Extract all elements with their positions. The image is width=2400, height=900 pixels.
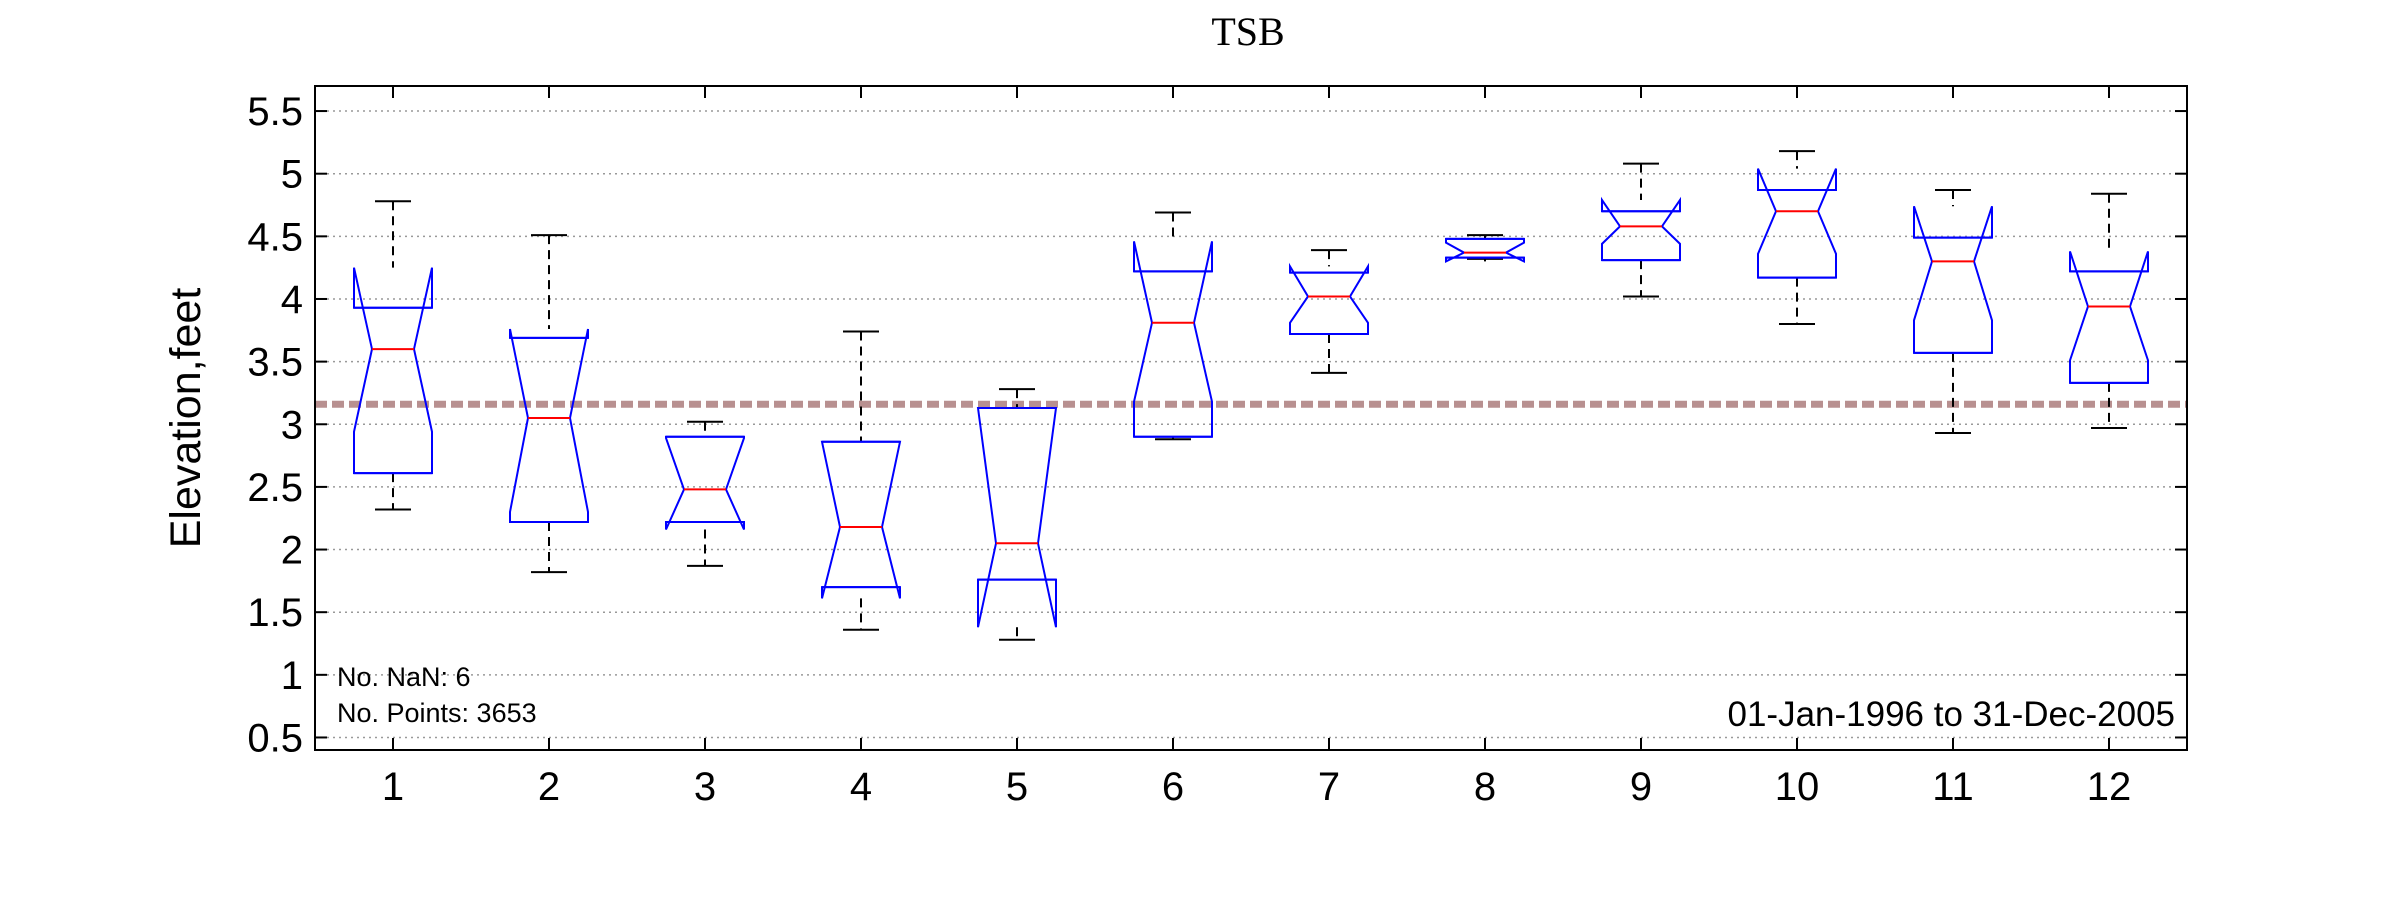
box-month-5: [976, 388, 1058, 641]
nan-count-annotation: No. NaN: 6: [337, 662, 471, 692]
date-range-annotation: 01-Jan-1996 to 31-Dec-2005: [1727, 695, 2175, 734]
y-tick-label: 5.5: [247, 90, 303, 134]
box-month-11: [1913, 188, 1993, 435]
grid-lines: [315, 110, 2187, 739]
notched-box: [1913, 205, 1993, 354]
x-tick-label: 1: [382, 765, 404, 809]
box-month-2: [509, 234, 589, 574]
y-tick-label: 3: [281, 403, 303, 447]
x-tick-label: 3: [694, 765, 716, 809]
points-count-annotation: No. Points: 3653: [337, 698, 537, 728]
box-month-4: [820, 330, 902, 631]
y-tick-label: 0.5: [247, 716, 303, 760]
y-tick-label: 5: [281, 153, 303, 197]
y-tick-label: 2.5: [247, 466, 303, 510]
notched-box: [665, 435, 745, 530]
chart-title: TSB: [1211, 9, 1284, 54]
box-month-8: [1445, 234, 1525, 263]
x-tick-label: 6: [1162, 765, 1184, 809]
box-month-3: [665, 420, 745, 567]
y-tick-label: 1: [281, 654, 303, 698]
x-tick-label: 5: [1006, 765, 1028, 809]
x-tick-label: 4: [850, 765, 872, 809]
x-axis-ticks: 1 2 3 4 5 6 7 8 9 10 11 12: [382, 86, 2131, 809]
box-month-1: [353, 200, 433, 511]
box-month-7: [1289, 249, 1369, 374]
box-month-12: [2069, 192, 2149, 430]
box-month-6: [1133, 211, 1213, 441]
x-tick-label: 9: [1630, 765, 1652, 809]
notched-box: [509, 328, 589, 523]
y-axis-ticks: 0.5 1 1.5 2 2.5 3 3.5 4 4.5 5 5.5: [247, 90, 2187, 760]
box-month-10: [1757, 150, 1837, 326]
y-tick-label: 3.5: [247, 341, 303, 385]
notched-box: [1757, 168, 1837, 279]
x-tick-label: 7: [1318, 765, 1340, 809]
notched-box: [976, 406, 1058, 628]
x-tick-label: 12: [2087, 765, 2132, 809]
y-tick-label: 2: [281, 529, 303, 573]
x-tick-label: 11: [1932, 765, 1974, 809]
y-tick-label: 1.5: [247, 591, 303, 635]
notched-box: [1601, 196, 1681, 262]
y-tick-label: 4: [281, 278, 303, 322]
notched-box: [820, 440, 902, 599]
plot-frame: [314, 85, 2188, 751]
y-tick-label: 4.5: [247, 215, 303, 259]
box-month-9: [1601, 162, 1681, 298]
notched-box: [1289, 262, 1369, 336]
box-series: [353, 150, 2149, 641]
x-tick-label: 2: [538, 765, 560, 809]
x-tick-label: 10: [1775, 765, 1820, 809]
y-axis-label: Elevation,feet: [162, 288, 210, 549]
x-tick-label: 8: [1474, 765, 1496, 809]
